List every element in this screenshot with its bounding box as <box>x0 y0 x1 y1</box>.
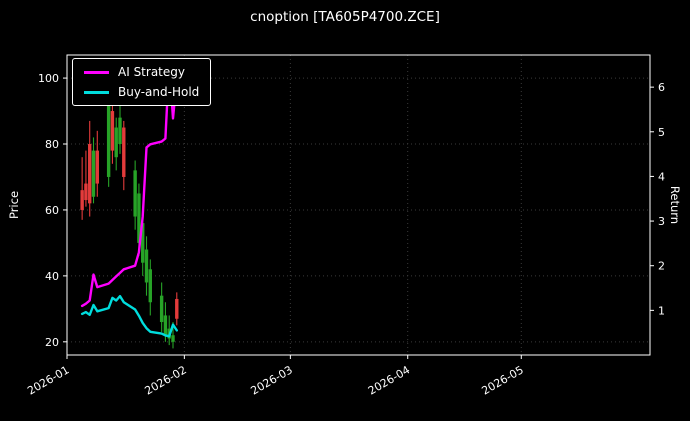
candle-body <box>110 111 115 151</box>
candle-body <box>133 170 137 217</box>
candle-body <box>84 183 88 201</box>
x-tick-label: 2026-02 <box>143 363 189 397</box>
candle-body <box>141 223 145 263</box>
left-tick-label: 80 <box>45 138 59 151</box>
buy-and-hold-line <box>80 294 179 338</box>
candle-body <box>88 144 92 204</box>
candle-body <box>91 150 96 197</box>
ai-strategy-line-swatch <box>84 70 109 74</box>
buy-and-hold-line-swatch <box>84 90 109 94</box>
candle-body <box>118 117 122 145</box>
candle-body <box>114 127 118 158</box>
candle-body <box>175 298 179 319</box>
x-tick-label: 2026-03 <box>249 363 295 397</box>
legend-item-buy-and-hold: Buy-and-Hold <box>84 86 199 98</box>
right-tick-label: 4 <box>658 170 665 183</box>
candle-body <box>122 127 126 177</box>
legend-label-ai-strategy: AI Strategy <box>118 65 185 79</box>
ai-strategy-line <box>80 61 179 308</box>
x-tick-label: 2026-01 <box>25 363 71 397</box>
left-tick-label: 20 <box>45 336 59 349</box>
legend: AI Strategy Buy-and-Hold <box>72 58 212 106</box>
candle-body <box>171 335 175 342</box>
right-tick-label: 5 <box>658 126 665 139</box>
candle-body <box>159 295 164 323</box>
left-tick-label: 40 <box>45 270 59 283</box>
candle-body <box>144 249 149 283</box>
candle-body <box>148 269 152 303</box>
x-tick-label: 2026-04 <box>366 363 412 397</box>
chart-title: cnoption [TA605P4700.ZCE] <box>250 9 440 25</box>
legend-label-buy-and-hold: Buy-and-Hold <box>118 85 200 99</box>
plot-border <box>66 54 651 356</box>
left-tick-label: 60 <box>45 204 59 217</box>
candle-body <box>137 193 141 243</box>
candle-body <box>106 104 111 177</box>
right-tick-label: 6 <box>658 81 665 94</box>
candle-body <box>80 190 84 210</box>
right-tick-label: 1 <box>658 304 665 317</box>
x-tick-label: 2026-05 <box>479 363 525 397</box>
right-tick-label: 2 <box>658 260 665 273</box>
candle-body <box>95 150 99 184</box>
candle-body <box>163 315 168 336</box>
right-tick-label: 3 <box>658 215 665 228</box>
left-tick-label: 100 <box>38 72 59 85</box>
legend-item-ai-strategy: AI Strategy <box>84 66 199 78</box>
